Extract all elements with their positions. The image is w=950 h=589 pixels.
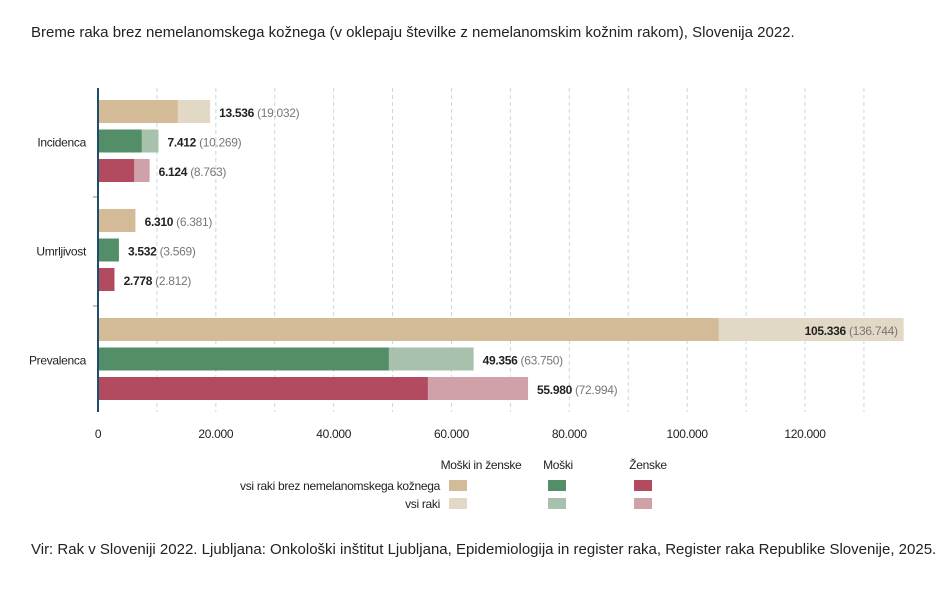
data-label: 49.356 (63.750) <box>483 354 564 368</box>
data-label: 105.336 (136.744) <box>805 324 898 338</box>
legend-swatch <box>548 498 566 509</box>
bar-without-nmsc <box>98 238 119 262</box>
bar-without-nmsc <box>98 347 389 371</box>
legend-swatch <box>634 480 652 491</box>
bar-without-nmsc <box>98 268 115 291</box>
data-label: 13.536 (19.032) <box>219 106 300 120</box>
legend-column-label: Ženske <box>629 457 667 472</box>
x-tick-label: 0 <box>95 427 102 441</box>
value-all-label: (8.763) <box>190 165 226 179</box>
source-note: Vir: Rak v Sloveniji 2022. Ljubljana: On… <box>31 541 937 558</box>
value-label: 55.980 <box>537 383 575 397</box>
data-label: 6.124 (8.763) <box>159 165 227 179</box>
x-tick-label: 120.000 <box>784 427 826 441</box>
data-label: 6.310 (6.381) <box>145 215 213 229</box>
value-all-label: (19.032) <box>257 106 300 120</box>
data-label: 55.980 (72.994) <box>537 383 618 397</box>
value-all-label: (136.744) <box>849 324 898 338</box>
x-tick-label: 80.000 <box>552 427 588 441</box>
value-all-label: (6.381) <box>176 215 212 229</box>
legend-swatch <box>449 498 467 509</box>
value-label: 13.536 <box>219 106 257 120</box>
value-label: 105.336 <box>805 324 849 338</box>
bar-without-nmsc <box>98 377 428 400</box>
legend-column-label: Moški <box>543 458 573 472</box>
value-label: 49.356 <box>483 354 521 368</box>
bar-without-nmsc <box>98 100 178 123</box>
bar-without-nmsc <box>98 209 136 232</box>
category-label: Umrljivost <box>36 245 87 259</box>
bar-without-nmsc <box>98 159 135 182</box>
legend-column-label: Moški in ženske <box>441 458 522 472</box>
x-tick-label: 40.000 <box>316 427 352 441</box>
value-all-label: (63.750) <box>521 354 564 368</box>
data-label: 7.412 (10.269) <box>168 136 242 150</box>
legend-row-label: vsi raki <box>405 497 440 511</box>
data-label: 3.532 (3.569) <box>128 245 196 259</box>
value-label: 6.310 <box>145 215 177 229</box>
value-label: 2.778 <box>124 274 156 288</box>
value-label: 3.532 <box>128 245 160 259</box>
category-label: Incidenca <box>37 136 86 150</box>
bar-without-nmsc <box>98 318 719 341</box>
value-all-label: (3.569) <box>160 245 196 259</box>
legend-swatch <box>548 480 566 491</box>
category-label: Prevalenca <box>29 354 87 368</box>
legend-swatch <box>449 480 467 491</box>
x-tick-label: 100.000 <box>667 427 709 441</box>
value-label: 6.124 <box>159 165 191 179</box>
value-all-label: (72.994) <box>575 383 618 397</box>
x-tick-label: 20.000 <box>198 427 234 441</box>
data-label: 2.778 (2.812) <box>124 274 192 288</box>
value-all-label: (10.269) <box>199 136 242 150</box>
legend-row-label: vsi raki brez nemelanomskega kožnega <box>240 479 441 493</box>
chart-title: Breme raka brez nemelanomskega kožnega (… <box>31 24 795 41</box>
x-tick-label: 60.000 <box>434 427 470 441</box>
bar-without-nmsc <box>98 129 142 153</box>
legend-swatch <box>634 498 652 509</box>
value-all-label: (2.812) <box>155 274 191 288</box>
value-label: 7.412 <box>168 136 200 150</box>
